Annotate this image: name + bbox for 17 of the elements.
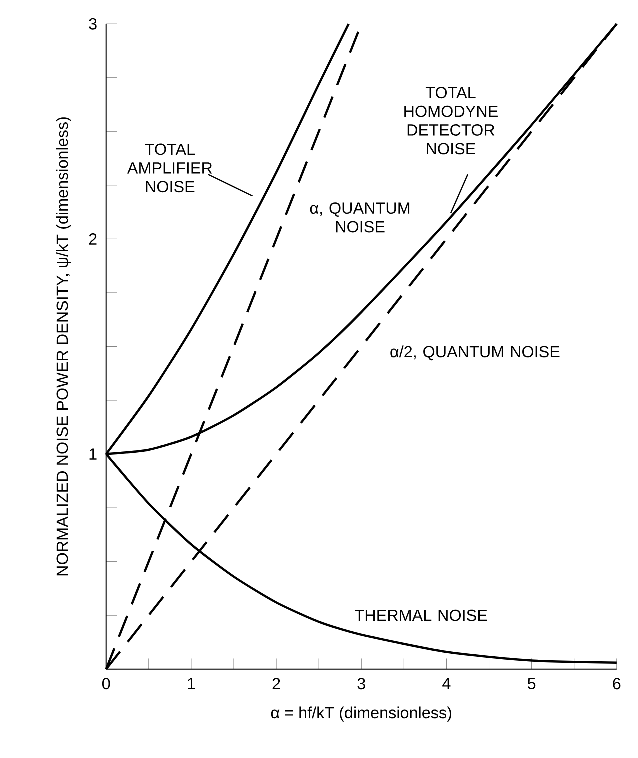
x-tick-label: 3 <box>358 678 366 690</box>
y-tick-label: 2 <box>89 234 97 245</box>
x-tick-label: 1 <box>188 678 196 690</box>
series-label: α, QUANTUM NOISE <box>310 202 410 233</box>
series-label: THERMAL NOISE <box>355 610 488 622</box>
series-label: TOTAL HOMODYNE DETECTOR NOISE <box>404 87 498 155</box>
x-axis-title: α = hf/kT (dimensionless) <box>271 706 452 722</box>
x-tick-label: 0 <box>102 678 110 690</box>
text: TOTAL AMPLIFIER NOISE <box>127 144 212 193</box>
x-tick-label: 5 <box>528 678 536 690</box>
x-tick-label: 2 <box>272 678 280 690</box>
x-tick-label: 4 <box>442 678 451 690</box>
y-tick-label: 3 <box>89 18 97 30</box>
series-label: α/2, QUANTUM NOISE <box>390 346 560 361</box>
y-axis-title: NORMALIZED NOISE POWER DENSITY, ψ/kT (dimensionless) <box>56 118 72 576</box>
y-tick-label: 1 <box>90 448 97 460</box>
x-tick-label: 6 <box>613 678 621 690</box>
